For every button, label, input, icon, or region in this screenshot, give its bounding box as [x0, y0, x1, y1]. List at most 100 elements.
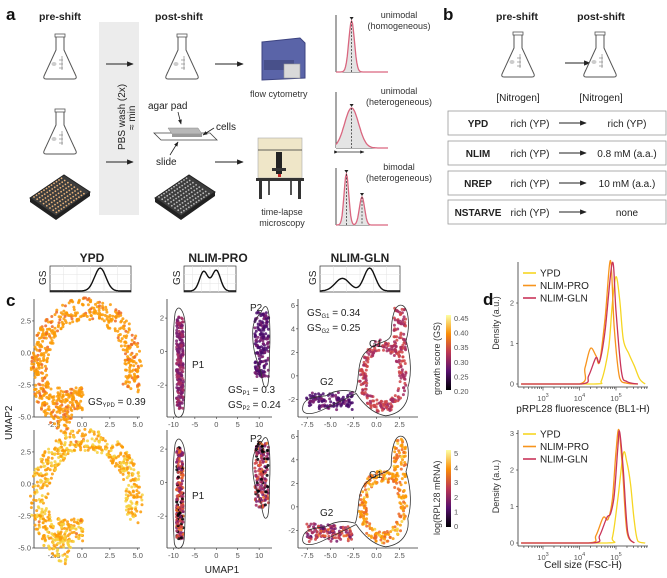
cell-point [64, 417, 68, 421]
well [188, 193, 191, 195]
distribution-curve [336, 19, 388, 73]
well [60, 190, 62, 193]
dist-label-3a: bimodal [383, 162, 415, 172]
density-line-ypd [521, 276, 646, 385]
cell-point [374, 539, 378, 543]
cell-point [373, 527, 377, 531]
cell-point [38, 525, 41, 529]
cell-point [385, 346, 389, 350]
cell-point [321, 403, 324, 407]
cell-point [348, 392, 352, 395]
cell-point [261, 348, 265, 351]
cell-point [261, 312, 265, 316]
cell-point [105, 315, 109, 318]
cell-point [306, 525, 310, 529]
cell-point [175, 319, 179, 322]
well [180, 180, 183, 183]
cell-point [46, 492, 50, 496]
cell-point [131, 512, 135, 516]
well [178, 182, 180, 185]
cell-point [58, 446, 61, 450]
cell-point [98, 304, 101, 308]
slide-icon [153, 127, 218, 141]
panel-label-c: c [6, 291, 15, 310]
cell-point [66, 313, 70, 317]
cell-point [47, 353, 50, 357]
cell-point [131, 360, 135, 364]
cell-point [129, 363, 133, 367]
x-tick-label: -5.0 [324, 551, 337, 560]
cell-point [44, 332, 48, 336]
cell-point [362, 360, 366, 364]
well [184, 200, 186, 203]
cell-point [43, 464, 47, 468]
x-tick-label: 0.0 [371, 551, 381, 560]
cell-point [140, 503, 144, 507]
dist-label-1a: unimodal [381, 10, 418, 20]
cell-point [401, 373, 405, 377]
well [158, 196, 160, 198]
cell-point [63, 304, 67, 308]
cell-point [47, 447, 51, 451]
cell-point [51, 410, 55, 414]
cell-point [40, 334, 44, 338]
cell-point [61, 540, 65, 544]
cell-point [95, 451, 99, 454]
cell-point [117, 312, 121, 315]
cell-point [123, 321, 127, 324]
cell-point [181, 380, 185, 384]
cell-point [66, 550, 69, 554]
well [187, 189, 190, 191]
cell-point [360, 513, 364, 517]
cell-point [61, 448, 65, 452]
rpl28-colorbar-tick: 5 [454, 449, 458, 458]
gs-colorbar-tick: 0.20 [454, 387, 469, 396]
cell-point [30, 501, 34, 505]
cell-point [176, 354, 180, 358]
cell-point [399, 496, 403, 499]
well [180, 211, 183, 214]
cell-point [259, 473, 263, 477]
y-tick-label: 4 [291, 324, 295, 333]
cell-point [329, 400, 333, 404]
cell-point [44, 367, 48, 371]
cell-point [396, 456, 399, 460]
well [177, 195, 180, 198]
cell-point [254, 497, 258, 501]
dist-label-3b: (heterogeneous) [366, 173, 432, 183]
well [69, 197, 72, 200]
well [202, 192, 205, 195]
cell-point [126, 358, 130, 361]
cell-point [261, 486, 264, 490]
well [195, 201, 198, 204]
cell-point [266, 485, 270, 489]
well [200, 197, 203, 200]
well [54, 190, 57, 193]
microscopy-label: microscopy [259, 218, 305, 228]
well [175, 197, 177, 200]
cell-point [264, 314, 268, 318]
cell-point [63, 412, 67, 416]
cell-point [46, 458, 50, 462]
cell-point [61, 393, 65, 397]
cell-point [128, 491, 132, 495]
cell-point [79, 315, 83, 319]
cell-point [365, 524, 369, 528]
cell-point [306, 533, 310, 536]
cell-point [127, 328, 131, 332]
x-tick-label: 0.0 [77, 420, 87, 429]
cell-point [50, 315, 54, 318]
cell-point [57, 323, 60, 327]
well [57, 192, 60, 195]
dist-label-2b: (heterogeneous) [366, 97, 432, 107]
cell-point [131, 368, 135, 372]
well [50, 184, 53, 186]
cell-point [178, 532, 182, 536]
well [70, 187, 73, 190]
cell-point [136, 364, 140, 368]
y-tick-label: 0 [160, 347, 164, 356]
cell-point [260, 449, 264, 452]
legend-label: YPD [540, 269, 561, 280]
cell-point [92, 432, 96, 436]
